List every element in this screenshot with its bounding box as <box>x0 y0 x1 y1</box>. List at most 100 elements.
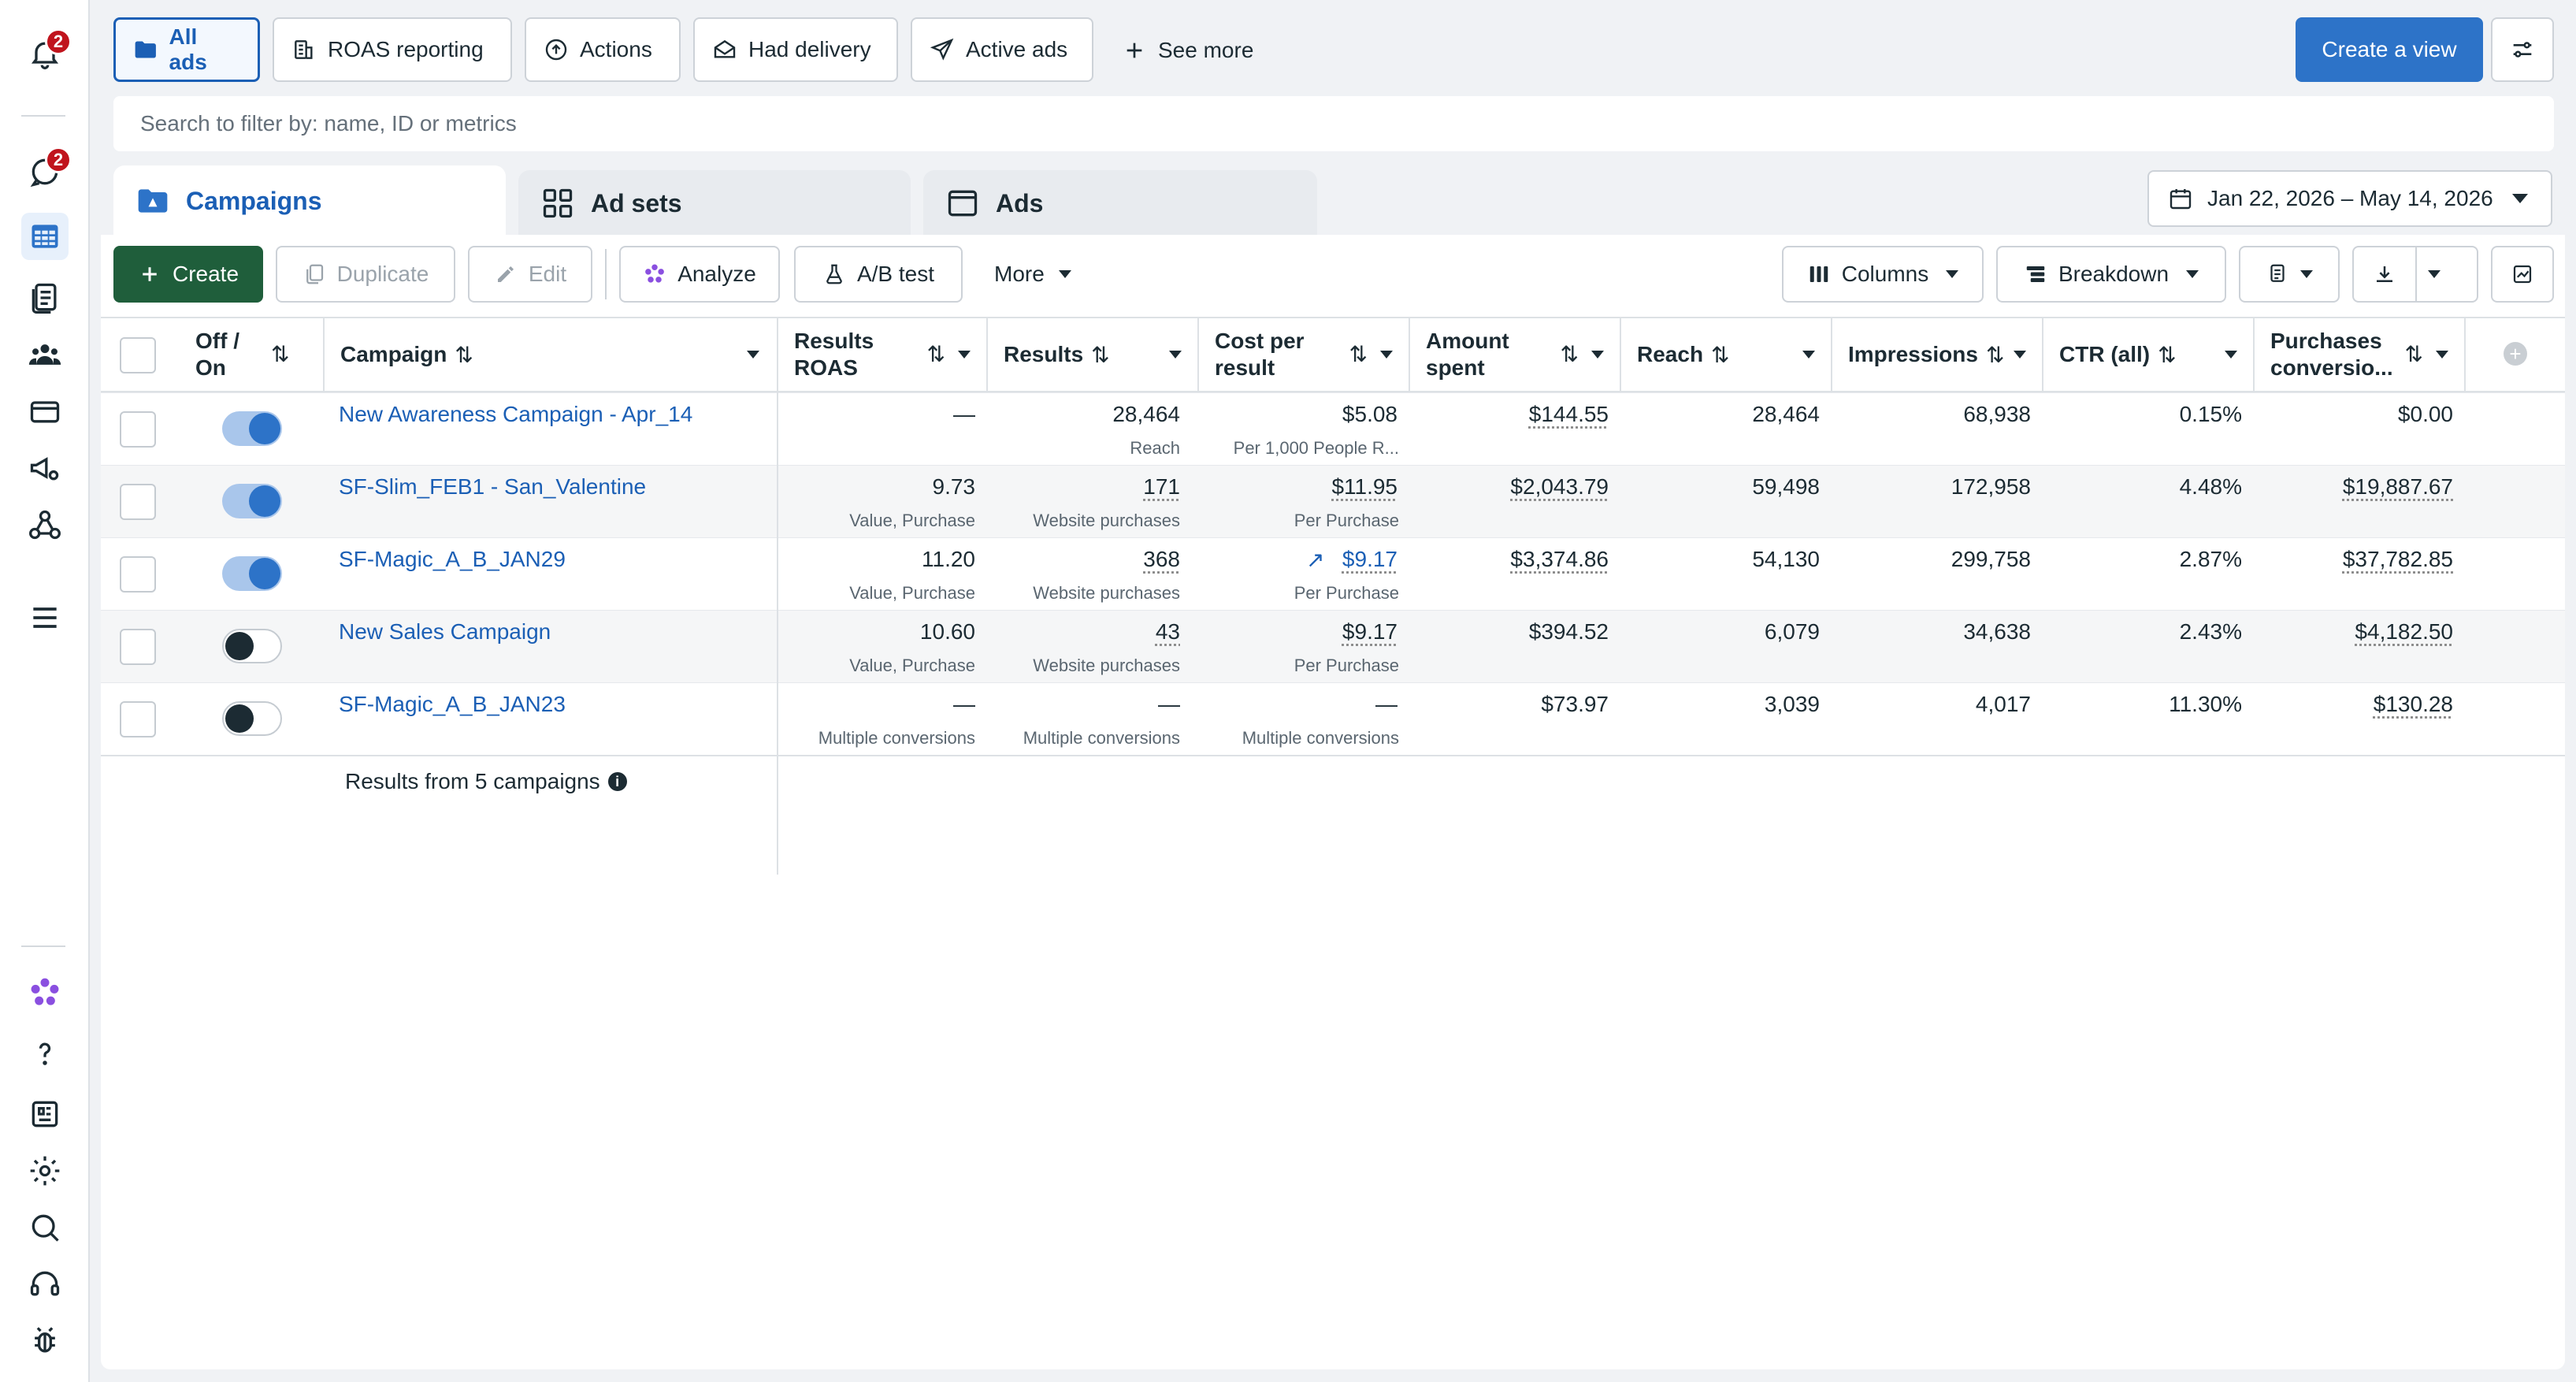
cost-per-result-value[interactable]: $11.95 <box>1331 474 1397 499</box>
campaign-toggle[interactable] <box>222 629 282 663</box>
meta-ai-flower-icon[interactable] <box>21 969 69 1016</box>
campaign-name-link[interactable]: SF-Magic_A_B_JAN29 <box>339 547 566 571</box>
column-header-reach[interactable]: Reach ⇅ <box>1621 317 1832 392</box>
purchases-conversion-value[interactable]: $37,782.85 <box>2342 547 2453 571</box>
chevron-down-icon[interactable] <box>747 351 759 359</box>
column-header-cost-per-result[interactable]: Cost per result ⇅ <box>1199 317 1410 392</box>
column-header-ctr[interactable]: CTR (all) ⇅ <box>2043 317 2255 392</box>
breakdown-button[interactable]: Breakdown <box>1996 246 2226 303</box>
sort-arrows-icon[interactable]: ⇅ <box>1349 342 1368 366</box>
chevron-down-icon[interactable] <box>2225 351 2237 359</box>
row-checkbox[interactable] <box>120 484 156 520</box>
table-row[interactable] <box>101 682 2565 755</box>
table-row[interactable] <box>101 537 2565 610</box>
tab-ads[interactable]: Ads <box>923 170 1317 236</box>
report-bug-icon[interactable] <box>21 1317 69 1365</box>
campaign-toggle[interactable] <box>222 701 282 736</box>
settings-gear-icon[interactable] <box>21 1147 69 1194</box>
row-checkbox[interactable] <box>120 701 156 737</box>
purchases-conversion-value[interactable]: $130.28 <box>2373 692 2453 716</box>
all-tools-menu-icon[interactable] <box>21 594 69 641</box>
column-header-off-on[interactable]: Off / On ⇅ <box>180 317 325 392</box>
ads-manager-table-icon[interactable] <box>21 213 69 260</box>
more-menu-button[interactable]: More <box>994 246 1097 303</box>
column-header-campaign[interactable]: Campaign ⇅ <box>325 317 778 392</box>
cost-per-result-value[interactable]: $9.17 <box>1342 547 1397 571</box>
column-header-amount-spent[interactable]: Amount spent ⇅ <box>1410 317 1621 392</box>
open-chart-panel-button[interactable] <box>2491 246 2554 303</box>
info-icon[interactable]: i <box>607 772 627 791</box>
sort-arrows-icon[interactable]: ⇅ <box>2404 342 2423 366</box>
alerts-speech-icon[interactable]: 2 <box>21 147 72 195</box>
chevron-down-icon[interactable] <box>1380 351 1393 359</box>
columns-button[interactable]: Columns <box>1782 246 1984 303</box>
search-icon[interactable] <box>21 1204 69 1251</box>
view-settings-sliders-button[interactable] <box>2491 17 2554 82</box>
create-button[interactable]: Create <box>113 246 263 303</box>
column-header-results[interactable]: Results ⇅ <box>988 317 1199 392</box>
chevron-down-icon[interactable] <box>1802 351 1815 359</box>
see-more-views-button[interactable]: See more <box>1122 32 1253 69</box>
audiences-people-icon[interactable] <box>21 331 69 378</box>
results-value[interactable]: 368 <box>1143 547 1180 571</box>
billing-card-icon[interactable] <box>21 388 69 435</box>
table-row[interactable] <box>101 392 2565 465</box>
table-row[interactable] <box>101 465 2565 537</box>
row-checkbox[interactable] <box>120 629 156 665</box>
sort-arrows-icon[interactable]: ⇅ <box>2158 342 2177 367</box>
chevron-down-icon[interactable] <box>2014 351 2026 359</box>
sort-arrows-icon[interactable]: ⇅ <box>271 342 290 366</box>
chevron-down-icon[interactable] <box>2436 351 2448 359</box>
reports-button[interactable] <box>2239 246 2340 303</box>
analyze-button[interactable]: Analyze <box>619 246 780 303</box>
tab-campaigns[interactable]: Campaigns <box>113 165 506 236</box>
select-all-checkbox[interactable] <box>120 337 156 373</box>
sort-arrows-icon[interactable]: ⇅ <box>1711 342 1730 367</box>
support-headset-icon[interactable] <box>21 1261 69 1308</box>
row-checkbox[interactable] <box>120 556 156 593</box>
chevron-down-icon[interactable] <box>958 351 971 359</box>
results-value[interactable]: 171 <box>1143 474 1180 499</box>
add-column-plus-icon[interactable]: + <box>2504 342 2527 366</box>
campaign-toggle[interactable] <box>222 484 282 518</box>
campaign-toggle[interactable] <box>222 411 282 446</box>
sort-arrows-icon[interactable]: ⇅ <box>1091 342 1110 367</box>
edit-button[interactable]: Edit <box>468 246 592 303</box>
view-chip-actions[interactable]: Actions <box>525 17 681 82</box>
duplicate-button[interactable]: Duplicate <box>276 246 455 303</box>
sort-arrows-icon[interactable]: ⇅ <box>1560 342 1579 366</box>
campaign-name-link[interactable]: New Sales Campaign <box>339 619 551 644</box>
column-header-impressions[interactable]: Impressions ⇅ <box>1832 317 2043 392</box>
campaign-megaphone-icon[interactable] <box>21 444 69 492</box>
view-chip-all-ads[interactable]: All ads <box>113 17 260 82</box>
business-network-icon[interactable] <box>21 501 69 548</box>
chevron-down-icon[interactable] <box>1591 351 1604 359</box>
search-filter-input[interactable]: Search to filter by: name, ID or metrics <box>113 96 2554 151</box>
sort-arrows-icon[interactable]: ⇅ <box>926 342 945 366</box>
table-row[interactable] <box>101 610 2565 682</box>
view-chip-active-ads[interactable]: Active ads <box>911 17 1093 82</box>
news-feed-icon[interactable] <box>21 1090 69 1138</box>
cost-per-result-value[interactable]: $9.17 <box>1342 619 1397 644</box>
chevron-down-icon[interactable] <box>1169 351 1182 359</box>
column-header-purchases-conversion[interactable]: Purchases conversio... ⇅ <box>2255 317 2466 392</box>
campaign-name-link[interactable]: SF-Slim_FEB1 - San_Valentine <box>339 474 647 499</box>
ab-test-button[interactable]: A/B test <box>794 246 963 303</box>
notifications-bell-icon[interactable]: 2 <box>21 28 72 77</box>
pages-document-icon[interactable] <box>21 274 69 321</box>
sort-arrows-icon[interactable]: ⇅ <box>1985 342 2005 367</box>
date-range-picker[interactable]: Jan 22, 2026 – May 14, 2026 <box>2147 170 2552 227</box>
campaign-name-link[interactable]: SF-Magic_A_B_JAN23 <box>339 692 566 716</box>
sort-arrows-icon[interactable]: ⇅ <box>455 342 473 367</box>
column-header-results-roas[interactable]: Results ROAS ⇅ <box>778 317 988 392</box>
help-question-icon[interactable] <box>21 1031 69 1078</box>
campaign-name-link[interactable]: New Awareness Campaign - Apr_14 <box>339 402 693 426</box>
view-chip-had-delivery[interactable]: Had delivery <box>693 17 898 82</box>
campaign-toggle[interactable] <box>222 556 282 591</box>
row-checkbox[interactable] <box>120 411 156 448</box>
purchases-conversion-value[interactable]: $19,887.67 <box>2342 474 2453 499</box>
purchases-conversion-value[interactable]: $4,182.50 <box>2355 619 2453 644</box>
create-view-button[interactable]: Create a view <box>2296 17 2483 82</box>
results-value[interactable]: 43 <box>1155 619 1180 644</box>
tab-ad-sets[interactable]: Ad sets <box>518 170 911 236</box>
